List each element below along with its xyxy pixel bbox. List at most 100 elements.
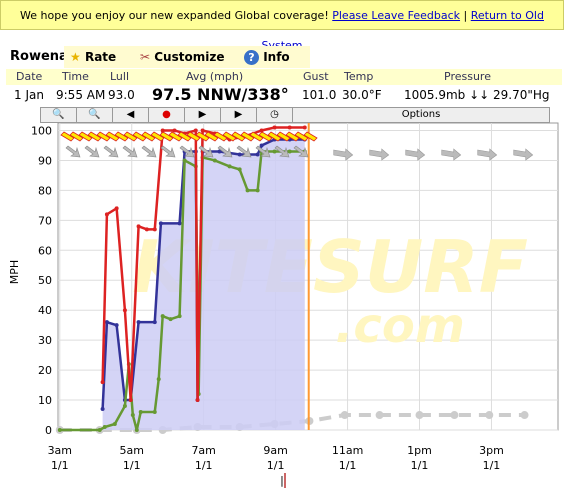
wind-arrow — [84, 145, 100, 158]
wind-arrow — [276, 131, 291, 142]
point — [152, 320, 157, 325]
wind-arrow — [159, 131, 174, 142]
customize-tab[interactable]: ✂ Customize — [134, 46, 242, 68]
x-tick-label: 5am — [120, 444, 144, 457]
point — [100, 407, 105, 412]
wind-arrow — [231, 131, 246, 142]
value: 9:55 AM — [56, 88, 106, 102]
point — [160, 128, 165, 133]
y-tick-label: 70 — [38, 214, 52, 227]
wind-arrow — [204, 131, 219, 142]
point — [415, 411, 424, 420]
point — [172, 128, 177, 133]
station-name: Rowena — [4, 46, 74, 68]
feedback-link[interactable]: Please Leave Feedback — [332, 9, 461, 22]
header-row — [6, 69, 562, 85]
wind-arrow — [114, 131, 129, 142]
wind-arrow — [198, 145, 214, 158]
options-button[interactable]: Options — [401, 109, 441, 120]
point — [302, 125, 307, 130]
value: 30.0°F — [342, 88, 382, 102]
end[interactable]: ▶ — [221, 108, 257, 122]
y-tick-label: 50 — [38, 274, 52, 287]
x-tick-label: 3pm — [479, 444, 504, 457]
point — [128, 398, 133, 403]
point — [102, 425, 107, 430]
wind-arrow — [294, 131, 309, 142]
wind-arrow — [122, 145, 138, 158]
wind-arrow — [179, 145, 195, 158]
wind-arrow — [195, 131, 210, 142]
point — [97, 428, 102, 432]
y-tick-label: 40 — [38, 304, 52, 317]
wind-arrow — [369, 148, 390, 161]
x-tick-date: 1/1 — [195, 459, 213, 472]
wind-arrow — [405, 148, 426, 161]
point — [200, 128, 205, 133]
point — [130, 413, 135, 418]
point — [272, 125, 277, 130]
point — [245, 188, 250, 193]
forward[interactable]: ▶ — [185, 108, 221, 122]
classic-graph-link[interactable] — [283, 473, 286, 488]
wind-arrows — [60, 131, 534, 161]
header: Lull — [110, 70, 130, 83]
wind-arrow — [249, 131, 264, 142]
wind-arrow — [303, 131, 318, 142]
wind-arrow — [217, 145, 233, 158]
y-tick-label: 0 — [45, 424, 52, 437]
rate-tab[interactable]: ★ Rate — [64, 46, 140, 68]
point — [520, 411, 529, 420]
watermark: .com — [335, 298, 465, 354]
point — [104, 320, 109, 325]
point — [100, 380, 105, 385]
tab-label: Rate — [84, 50, 117, 64]
zoom-out[interactable]: 🔍 — [77, 108, 113, 122]
wind-arrow — [222, 131, 237, 142]
point — [104, 212, 109, 217]
tab-label: Info — [263, 50, 290, 64]
point — [237, 152, 242, 157]
tab-label: Customize — [154, 50, 225, 64]
clock[interactable]: ◷ — [257, 108, 293, 122]
wind-arrow — [177, 131, 192, 142]
point — [57, 428, 62, 432]
point — [237, 167, 242, 172]
point — [259, 143, 264, 148]
wind-arrow — [333, 148, 354, 161]
point — [134, 428, 139, 432]
wind-arrow — [255, 145, 271, 158]
chart: KITESURF .com MPH 0102030405060708090100… — [8, 122, 559, 472]
header: Avg (mph) — [186, 70, 244, 83]
point — [255, 188, 260, 193]
info-tab[interactable]: ? Info — [238, 46, 310, 68]
x-tick-date: 1/1 — [411, 459, 429, 472]
point — [160, 314, 165, 319]
value: 101.0 — [302, 88, 337, 102]
banner: We hope you enjoy our new expanded Globa… — [0, 0, 564, 52]
point — [122, 308, 127, 313]
zoom-in[interactable]: 🔍 — [41, 108, 77, 122]
point — [156, 377, 161, 382]
point — [144, 227, 149, 232]
point — [114, 323, 119, 328]
wind-arrow — [87, 131, 102, 142]
footer: | — [280, 473, 286, 488]
point — [375, 411, 384, 420]
stop[interactable]: ● — [149, 108, 185, 122]
value: 93.0 — [108, 88, 135, 102]
info-icon: ? — [244, 50, 259, 65]
point — [217, 149, 222, 154]
x-tick-date: 1/1 — [123, 459, 141, 472]
wind-arrow — [103, 145, 119, 158]
wind-arrow — [513, 148, 534, 161]
point — [136, 320, 141, 325]
header: Temp — [344, 70, 374, 83]
wind-arrow — [105, 131, 120, 142]
header: Gust — [303, 70, 329, 83]
avg-value: 97.5 NNW/338° — [152, 85, 289, 104]
back[interactable]: ◀ — [113, 108, 149, 122]
x-tick-label: 3am — [48, 444, 72, 457]
y-tick-label: 20 — [38, 364, 52, 377]
point — [168, 317, 173, 322]
